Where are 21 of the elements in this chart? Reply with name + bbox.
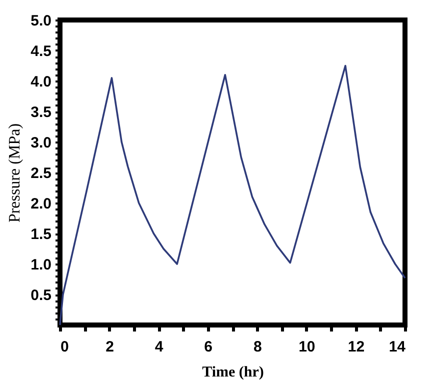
x-tick-label: 14: [388, 338, 406, 356]
line-series: [59, 64, 406, 326]
y-axis-title: Pressure (MPa): [6, 123, 24, 223]
y-tick-label: 3.0: [30, 134, 52, 152]
y-tick-label: 5.0: [30, 12, 52, 30]
x-tick-label: 8: [253, 338, 262, 356]
x-tick-label: 10: [298, 338, 316, 356]
x-tick-label: 0: [60, 338, 69, 356]
y-tick-label: 2.0: [30, 196, 52, 212]
x-tick-label: 6: [204, 338, 213, 356]
y-tick-label: 4.5: [30, 43, 52, 60]
x-tick-label: 4: [154, 338, 164, 356]
y-tick-label: 4.0: [30, 74, 52, 90]
y-tick-label: 3.5: [30, 104, 52, 121]
x-tick-label: 2: [106, 338, 114, 356]
y-tick-label: 1.0: [30, 256, 52, 274]
x-tick-label: 12: [348, 338, 365, 356]
y-tick-label: 2.5: [30, 165, 52, 182]
y-tick-label: 0.5: [30, 287, 52, 304]
x-axis-title: Time (hr): [202, 364, 264, 380]
y-tick-label: 1.5: [30, 226, 52, 243]
